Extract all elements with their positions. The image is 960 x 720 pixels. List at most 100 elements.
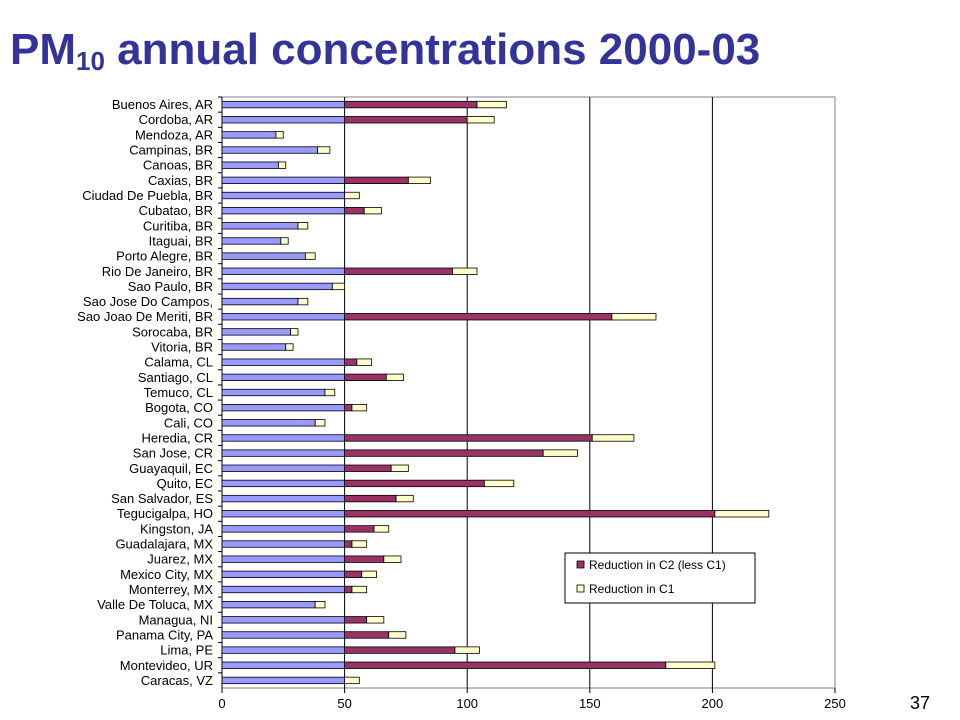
x-tick-label: 0 [218,696,225,711]
bar-segment [344,661,667,669]
bar-segment [221,373,345,381]
category-label: Ciudad De Puebla, BR [82,188,213,203]
category-label: Managua, NI [139,612,213,627]
bar-segment [361,570,377,578]
legend-label: Reduction in C1 [589,582,675,596]
bar-segment [388,631,407,639]
category-label: Monterrey, MX [129,582,214,597]
bar-segment [344,116,468,124]
bar-segment [344,373,387,381]
bar-segment [383,555,402,563]
bar-segment [351,585,368,594]
bar-segment [304,252,316,260]
legend-swatch [576,560,585,569]
bar-segment [221,570,345,578]
bar-segment [344,540,353,548]
bar-segment [317,146,331,154]
bar-segment [344,585,353,594]
bar-segment [351,404,368,412]
category-label: Tegucigalpa, HO [117,506,213,521]
category-label: Sao Joao De Meriti, BR [77,309,213,324]
bar-segment [344,676,360,685]
bar-segment [591,434,635,442]
bar-segment [476,100,507,109]
bar-segment [221,479,345,488]
bar-segment [221,237,282,245]
bar-segment [344,510,716,518]
category-label: Quito, EC [157,476,213,491]
x-tick-label: 100 [456,696,478,711]
bar-segment [611,313,657,321]
bar-segment [344,313,613,321]
category-label: Sao Jose Do Campos, [83,294,213,309]
page-number: 37 [909,693,930,713]
bar-segment [221,116,345,124]
category-label: Kingston, JA [140,521,213,536]
bar-segment [221,100,345,109]
category-label: Itaguai, BR [149,233,213,248]
bar-segment [297,297,309,306]
bar-segment [221,464,345,472]
bar-segment [483,479,515,488]
bar-segment [221,555,345,563]
bar-segment [351,540,368,548]
bar-segment [221,434,345,442]
bar-segment [221,161,279,169]
category-label: Mendoza, AR [135,127,213,142]
bar-segment [221,343,287,351]
bar-segment [221,631,345,639]
bar-segment [221,358,345,366]
category-label: Juarez, MX [147,552,213,567]
legend-swatch [576,584,585,593]
bar-segment [221,601,316,609]
category-label: Canoas, BR [143,158,213,173]
bar-segment [221,510,345,518]
bar-segment [221,419,316,427]
category-label: Temuco, CL [144,385,213,400]
category-label: Rio De Janeiro, BR [102,264,213,279]
bar-segment [221,388,326,397]
bar-segment [221,131,277,139]
bar-segment [344,646,456,654]
bar-segment [221,297,299,306]
category-label: San Salvador, ES [111,491,213,506]
bar-segment [344,525,375,533]
bar-segment [344,449,544,457]
category-label: Panama City, PA [116,627,213,642]
bar-segment [344,434,593,442]
category-label: Caxias, BR [148,173,213,188]
category-label: Guayaquil, EC [129,461,213,476]
bar-segment [542,449,578,457]
x-tick-label: 200 [702,696,724,711]
category-label: Mexico City, MX [120,567,213,582]
bar-segment [344,191,360,200]
x-tick-label: 50 [337,696,351,711]
bar-segment [385,373,404,381]
bar-segment [221,313,345,321]
legend-box [564,552,756,604]
bar-segment [221,661,345,669]
bar-segment [466,116,495,124]
bar-segment [221,404,345,412]
bar-segment [366,616,385,624]
bar-segment [221,616,345,624]
x-tick-label: 250 [824,696,846,711]
category-label: San Jose, CR [133,446,213,461]
bar-segment [221,525,345,533]
x-tick-label: 150 [579,696,601,711]
bar-segment [221,646,345,654]
bar-segment [454,646,480,654]
bar-segment [331,282,345,291]
bar-segment [221,267,345,275]
bar-segment [285,343,294,351]
bar-segment [363,207,382,215]
title-subscript: 10 [76,46,105,76]
bar-segment [714,510,770,518]
bar-segment [221,252,306,260]
bar-segment [280,237,289,245]
title-rest: annual concentrations 2000-03 [104,25,761,74]
category-label: Calama, CL [144,355,213,370]
category-label: Sorocaba, BR [132,324,213,339]
bar-segment [452,267,478,275]
